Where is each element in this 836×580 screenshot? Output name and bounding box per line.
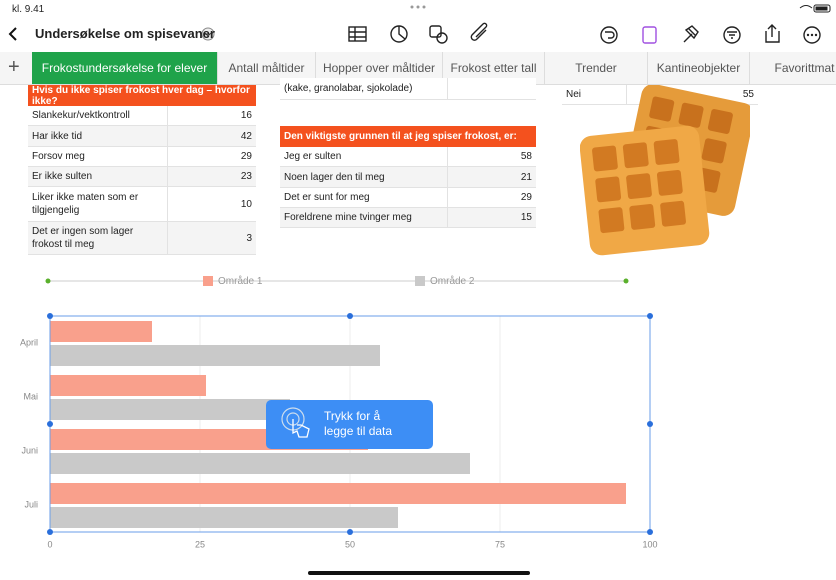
table-cell: Jeg er sulten xyxy=(280,147,447,167)
shape-button[interactable] xyxy=(429,25,442,38)
table-cell xyxy=(447,78,536,100)
table-cell: Det er sunt for meg xyxy=(280,188,447,208)
selection-handle[interactable] xyxy=(47,313,53,319)
format-button[interactable] xyxy=(642,26,657,44)
undo-button[interactable] xyxy=(600,26,618,44)
table-header: Hvis du ikke spiser frokost hver dag – h… xyxy=(28,85,256,107)
more-button[interactable] xyxy=(803,26,821,44)
table-cell: 42 xyxy=(167,126,256,147)
table-cell: 58 xyxy=(447,147,536,167)
add-sheet-button[interactable]: + xyxy=(8,56,20,78)
table-cell: (kake, granolabar, sjokolade) xyxy=(280,78,447,100)
bar xyxy=(50,453,470,474)
selection-handle[interactable] xyxy=(647,529,653,535)
selection-handle[interactable] xyxy=(647,313,653,319)
sheet-tab[interactable]: Favorittmat xyxy=(750,52,836,84)
table-cell: Er ikke sulten xyxy=(28,167,167,187)
document-title[interactable]: Undersøkelse om spisevaner xyxy=(35,26,215,41)
y-tick-label: April xyxy=(20,337,38,347)
y-tick-label: Juli xyxy=(24,499,38,509)
table-cell: 29 xyxy=(167,147,256,167)
tooltip-line: legge til data xyxy=(324,424,393,438)
legend-swatch xyxy=(203,276,213,286)
table-cell: 21 xyxy=(447,167,536,188)
sheet-tab[interactable]: Hopper over måltider xyxy=(316,52,443,84)
x-tick-label: 75 xyxy=(495,539,505,549)
x-tick-label: 50 xyxy=(345,539,355,549)
sheet-tab[interactable]: Frokost etter tall xyxy=(443,52,545,84)
legend-handle xyxy=(623,278,629,284)
table-cell: 10 xyxy=(167,187,256,222)
legend-label: Område 1 xyxy=(218,275,263,287)
tooltip-line: Trykk for å xyxy=(324,409,381,423)
y-tick-label: Mai xyxy=(23,391,38,401)
table-cell: Liker ikke maten som er tilgjengelig xyxy=(28,187,167,222)
y-tick-label: Juni xyxy=(21,445,38,455)
table-cell: 23 xyxy=(167,167,256,187)
bar xyxy=(50,483,626,504)
table-cell: 15 xyxy=(447,208,536,228)
legend-label: Område 2 xyxy=(430,275,475,287)
sheet-tab[interactable]: Kantineobjekter xyxy=(648,52,750,84)
attach-button[interactable] xyxy=(470,22,488,41)
waffle-image xyxy=(580,85,750,256)
selection-handle[interactable] xyxy=(347,529,353,535)
sheet-tab[interactable]: Antall måltider xyxy=(218,52,316,84)
table-cell: 3 xyxy=(167,222,256,255)
back-button[interactable] xyxy=(8,27,17,41)
x-tick-label: 100 xyxy=(642,539,657,549)
selection-handle[interactable] xyxy=(347,313,353,319)
x-tick-label: 25 xyxy=(195,539,205,549)
add-data-tooltip[interactable]: Trykk for å legge til data xyxy=(266,400,433,449)
bar xyxy=(50,321,152,342)
status-time: kl. 9.41 xyxy=(12,4,45,15)
toolbar xyxy=(8,4,831,44)
x-tick-label: 0 xyxy=(47,539,52,549)
selection-handle[interactable] xyxy=(47,529,53,535)
bar xyxy=(50,345,380,366)
table-cell: Forsov meg xyxy=(28,147,167,167)
bar xyxy=(50,375,206,396)
table-cell: Slankekur/vektkontroll xyxy=(28,106,167,126)
table-cell: Har ikke tid xyxy=(28,126,167,147)
filter-button[interactable] xyxy=(723,26,741,44)
bar xyxy=(50,507,398,528)
legend-handle xyxy=(45,278,51,284)
table-cell: Foreldrene mine tvinger meg xyxy=(280,208,447,228)
chart[interactable]: 0 25 50 75 100 Område 1 Område 2 April Mai Juni Ju… xyxy=(0,265,680,560)
legend-swatch xyxy=(415,276,425,286)
table-cell: 29 xyxy=(447,188,536,208)
sheet-tab[interactable]: Frokostundersøkelse for elever xyxy=(32,52,218,84)
selection-handle[interactable] xyxy=(647,421,653,427)
selection-handle[interactable] xyxy=(47,421,53,427)
tap-icon xyxy=(281,407,310,438)
table-header: Den viktigste grunnen til at jeg spiser … xyxy=(280,126,536,147)
bar xyxy=(50,399,290,420)
sheet-tab[interactable]: Trender xyxy=(545,52,648,84)
table-cell: Noen lager den til meg xyxy=(280,167,447,188)
share-button[interactable] xyxy=(765,24,780,43)
table-cell: 16 xyxy=(167,106,256,126)
table-cell: Nei xyxy=(562,85,626,105)
table-cell: Det er ingen som lager frokost til meg xyxy=(28,222,167,255)
home-indicator xyxy=(308,571,530,575)
tools-button[interactable] xyxy=(683,25,699,43)
table-button[interactable] xyxy=(348,26,367,42)
